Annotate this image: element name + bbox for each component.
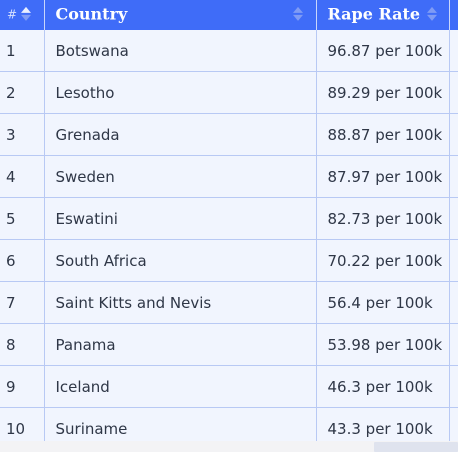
table-row: 2 Lesotho 89.29 per 100k (0, 71, 458, 114)
rape-rate-table: # Country (0, 0, 458, 441)
table-row: 10 Suriname 43.3 per 100k (0, 407, 458, 441)
table-row: 5 Eswatini 82.73 per 100k (0, 197, 458, 240)
rate-cell: 88.87 per 100k (316, 113, 450, 156)
rank-cell: 2 (0, 71, 45, 114)
overflow-cell (449, 281, 458, 324)
column-header-country[interactable]: Country (44, 0, 317, 30)
table-row: 7 Saint Kitts and Nevis 56.4 per 100k (0, 281, 458, 324)
rank-cell: 10 (0, 407, 45, 441)
rank-cell: 1 (0, 30, 45, 72)
overflow-cell (449, 30, 458, 72)
rate-cell: 96.87 per 100k (316, 30, 450, 72)
column-header-overflow (449, 0, 458, 30)
rank-cell: 6 (0, 239, 45, 282)
column-header-rape-rate[interactable]: Rape Rate (316, 0, 450, 30)
overflow-cell (449, 197, 458, 240)
column-header-country-label: Country (55, 4, 128, 24)
column-header-rank-label: # (7, 7, 18, 22)
rate-cell: 87.97 per 100k (316, 155, 450, 198)
table-row: 9 Iceland 46.3 per 100k (0, 365, 458, 408)
country-cell: Iceland (44, 365, 317, 408)
table-row: 3 Grenada 88.87 per 100k (0, 113, 458, 156)
country-cell: Panama (44, 323, 317, 366)
sort-icon[interactable] (292, 6, 303, 21)
rank-cell: 8 (0, 323, 45, 366)
overflow-cell (449, 71, 458, 114)
horizontal-scrollbar-thumb[interactable] (374, 442, 458, 452)
sort-icon[interactable] (426, 6, 437, 21)
rate-cell: 43.3 per 100k (316, 407, 450, 441)
table-row: 4 Sweden 87.97 per 100k (0, 155, 458, 198)
rank-cell: 9 (0, 365, 45, 408)
rate-cell: 53.98 per 100k (316, 323, 450, 366)
table-row: 6 South Africa 70.22 per 100k (0, 239, 458, 282)
rank-cell: 7 (0, 281, 45, 324)
country-cell: Lesotho (44, 71, 317, 114)
country-cell: Grenada (44, 113, 317, 156)
country-cell: Suriname (44, 407, 317, 441)
rank-cell: 5 (0, 197, 45, 240)
table-header-row: # Country (0, 0, 458, 30)
table-row: 1 Botswana 96.87 per 100k (0, 30, 458, 72)
sort-ascending-icon[interactable] (21, 6, 31, 21)
overflow-cell (449, 155, 458, 198)
rate-cell: 89.29 per 100k (316, 71, 450, 114)
column-header-rank[interactable]: # (0, 0, 45, 30)
horizontal-scrollbar-track[interactable] (0, 441, 458, 452)
country-cell: South Africa (44, 239, 317, 282)
country-cell: Botswana (44, 30, 317, 72)
country-cell: Eswatini (44, 197, 317, 240)
column-header-rape-rate-label: Rape Rate (327, 4, 421, 24)
rate-cell: 70.22 per 100k (316, 239, 450, 282)
rate-cell: 46.3 per 100k (316, 365, 450, 408)
overflow-cell (449, 113, 458, 156)
country-cell: Sweden (44, 155, 317, 198)
table-row: 8 Panama 53.98 per 100k (0, 323, 458, 366)
overflow-cell (449, 365, 458, 408)
country-cell: Saint Kitts and Nevis (44, 281, 317, 324)
rank-cell: 4 (0, 155, 45, 198)
rate-cell: 56.4 per 100k (316, 281, 450, 324)
overflow-cell (449, 323, 458, 366)
data-table-container: # Country (0, 0, 458, 441)
rank-cell: 3 (0, 113, 45, 156)
overflow-cell (449, 239, 458, 282)
overflow-cell (449, 407, 458, 441)
rate-cell: 82.73 per 100k (316, 197, 450, 240)
